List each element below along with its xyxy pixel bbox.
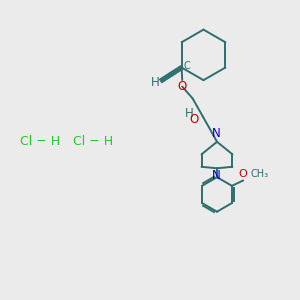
Text: C: C (184, 61, 190, 71)
Text: H: H (151, 76, 160, 89)
Text: O: O (189, 113, 198, 126)
Text: N: N (212, 169, 220, 182)
Text: O: O (239, 169, 248, 179)
Text: Cl − H: Cl − H (20, 135, 60, 148)
Text: CH₃: CH₃ (250, 169, 268, 179)
Text: H: H (184, 107, 193, 120)
Text: Cl − H: Cl − H (74, 135, 114, 148)
Text: O: O (178, 80, 187, 93)
Text: N: N (212, 127, 220, 140)
